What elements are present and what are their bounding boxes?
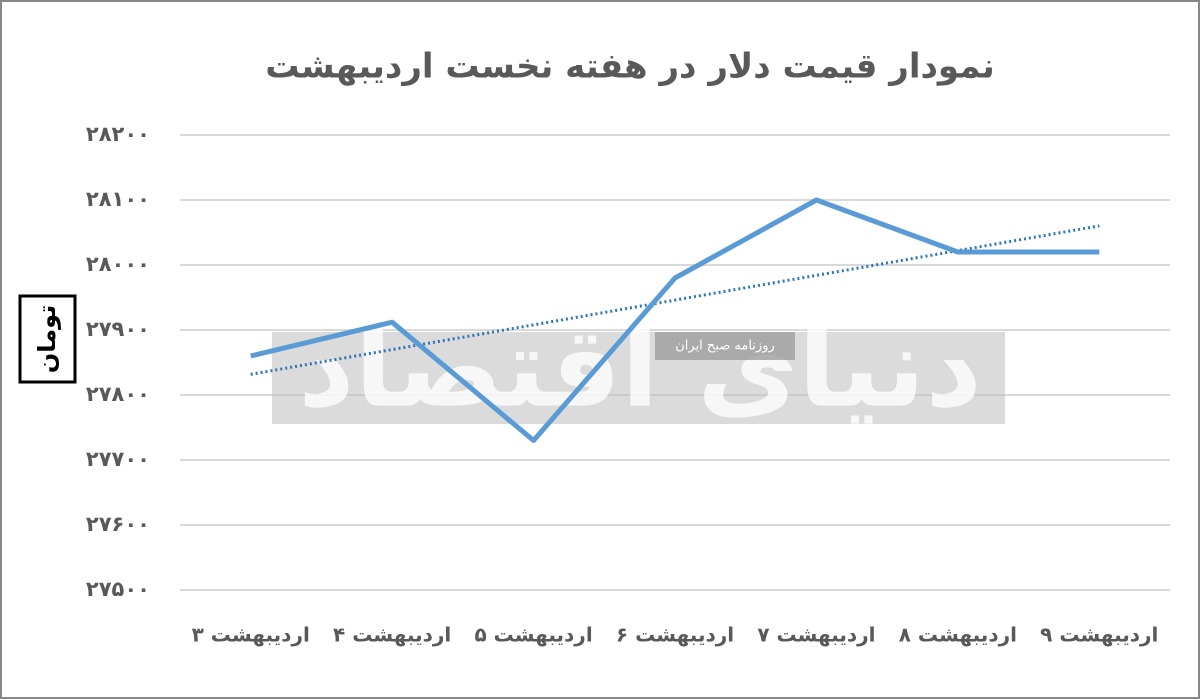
y-tick-label: ۲۸۰۰۰ — [86, 252, 150, 276]
x-tick-label: اردیبهشت ۵ — [474, 623, 592, 647]
y-axis-label: تومان — [33, 305, 61, 373]
y-tick-label: ۲۷۶۰۰ — [86, 512, 150, 536]
y-tick-label: ۲۸۱۰۰ — [86, 187, 150, 211]
y-tick-label: ۲۸۲۰۰ — [86, 122, 150, 146]
chart-title: نمودار قیمت دلار در هفته نخست اردیبهشت — [265, 47, 995, 87]
y-label-box — [18, 294, 77, 384]
watermark-subbox — [655, 332, 795, 360]
watermark-text: دنیای اقتصاد — [298, 303, 982, 431]
x-tick-label: اردیبهشت ۳ — [192, 623, 310, 647]
x-tick-label: اردیبهشت ۷ — [757, 623, 875, 647]
y-tick-label: ۲۷۸۰۰ — [86, 382, 150, 406]
watermark-box — [272, 332, 1005, 424]
line — [250, 197, 1100, 443]
y-tick-label: ۲۷۵۰۰ — [86, 577, 150, 601]
x-tick-label: اردیبهشت ۸ — [899, 623, 1017, 647]
x-tick-label: اردیبهشت ۹ — [1040, 623, 1158, 647]
x-tick-label: اردیبهشت ۴ — [333, 623, 451, 647]
y-tick-label: ۲۷۷۰۰ — [86, 447, 150, 471]
y-tick-label: ۲۷۹۰۰ — [86, 317, 150, 341]
x-tick-label: اردیبهشت ۶ — [616, 623, 734, 647]
watermark-subtext: روزنامه صبح ایران — [675, 339, 775, 354]
trendline — [250, 224, 1100, 376]
